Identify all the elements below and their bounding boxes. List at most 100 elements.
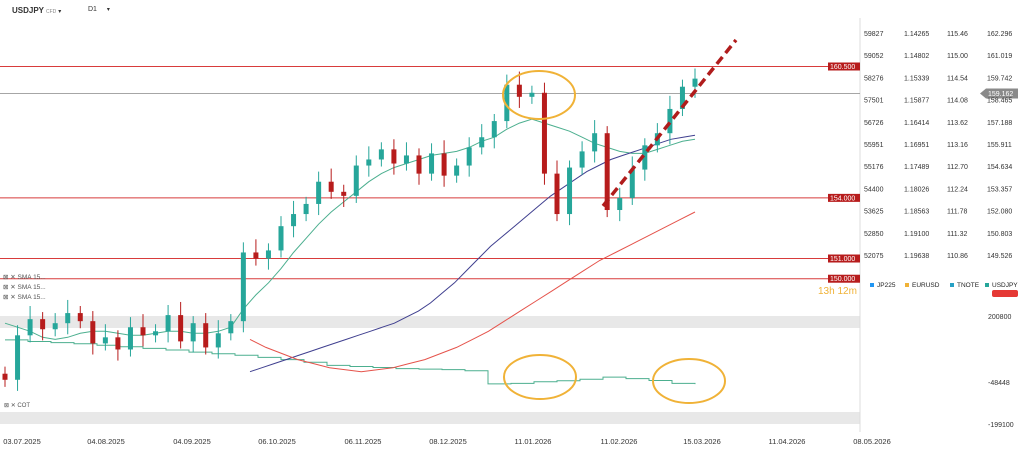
- candle-body: [102, 337, 108, 344]
- candle-body: [366, 159, 372, 166]
- axis-tick-eurusd: 1.14265: [904, 31, 929, 38]
- candle-body: [353, 165, 359, 196]
- legend-jp225[interactable]: JP225: [870, 282, 895, 289]
- interval-label: D1: [88, 6, 97, 13]
- indicator-name: SMA: [17, 294, 32, 301]
- axis-tick-jp225: 59052: [864, 53, 884, 60]
- axis-tick-eurusd: 1.16414: [904, 120, 929, 127]
- price-level-tag: [828, 274, 860, 283]
- candle-body: [491, 121, 497, 138]
- indicator-sma-20[interactable]: ⊠ ✕ SMA 15...: [3, 273, 46, 281]
- axis-tick-usdjpy: 157.188: [987, 120, 1012, 127]
- cot-band-top: [0, 316, 860, 328]
- bar-countdown: 13h 12m: [818, 286, 857, 297]
- x-axis-tick: 06.11.2025: [345, 437, 382, 446]
- candle-body: [15, 335, 21, 380]
- candle-body: [316, 181, 322, 204]
- x-axis-tick: 06.10.2025: [258, 437, 296, 446]
- legend-swatch: [905, 283, 909, 288]
- current-price-tag: [980, 88, 1018, 99]
- candle-body: [541, 92, 547, 174]
- candle-body: [403, 155, 409, 164]
- symbol-selector[interactable]: USDJPY CFD ▾: [12, 6, 61, 15]
- current-price-label: 159.162: [988, 91, 1013, 98]
- axis-tick-eurusd: 1.15877: [904, 98, 929, 105]
- candle-body: [178, 315, 184, 342]
- x-axis-tick: 04.09.2025: [173, 437, 211, 446]
- candle-body: [479, 137, 485, 148]
- candle-body: [629, 169, 635, 198]
- x-axis-tick: 08.05.2026: [853, 437, 891, 446]
- axis-tick-eurusd: 1.18026: [904, 186, 929, 193]
- axis-tick-tnote: 115.46: [947, 31, 968, 38]
- legend-tnote[interactable]: TNOTE: [950, 282, 979, 289]
- candle-body: [341, 191, 347, 196]
- axis-tick-jp225: 55176: [864, 164, 884, 171]
- interval-selector[interactable]: D1 ▾: [88, 6, 110, 13]
- axis-tick-tnote: 114.08: [947, 98, 968, 105]
- axis-tick-jp225: 52075: [864, 253, 884, 260]
- candle-body: [215, 333, 221, 348]
- candle-body: [579, 151, 585, 168]
- candle-body: [291, 214, 297, 227]
- candle-body: [253, 252, 259, 259]
- axis-tick-jp225: 58276: [864, 75, 884, 82]
- cot-label: COT: [17, 403, 31, 409]
- close-icon[interactable]: ⊠ ✕: [4, 403, 16, 409]
- axis-tick-tnote: 111.78: [947, 209, 967, 216]
- close-icon[interactable]: ⊠ ✕: [3, 284, 16, 291]
- series-badge[interactable]: [992, 290, 1018, 297]
- candle-body: [127, 327, 133, 350]
- axis-tick-jp225: 56726: [864, 120, 884, 127]
- axis-tick-tnote: 115.00: [947, 53, 968, 60]
- candle-body: [416, 155, 422, 174]
- legend-eurusd[interactable]: EURUSD: [905, 282, 939, 289]
- indicator-sma-50[interactable]: ⊠ ✕ SMA 15...: [3, 283, 46, 291]
- candle-body: [592, 133, 598, 152]
- highlight-ellipse: [503, 354, 577, 400]
- axis-tick-usdjpy: 152.080: [987, 209, 1012, 216]
- axis-tick-eurusd: 1.16951: [904, 142, 929, 149]
- candle-body: [265, 250, 271, 259]
- close-icon[interactable]: ⊠ ✕: [3, 274, 16, 281]
- chevron-down-icon: ▾: [58, 9, 62, 15]
- candle-body: [65, 313, 71, 324]
- cot-axis-tick: -48448: [988, 380, 1010, 387]
- candle-body: [27, 319, 33, 336]
- cot-line: [5, 339, 696, 385]
- price-level-tag: [828, 62, 860, 71]
- axis-tick-tnote: 111.32: [947, 231, 967, 238]
- candle-body: [679, 86, 685, 109]
- axis-tick-jp225: 59827: [864, 31, 884, 38]
- axis-tick-jp225: 57501: [864, 98, 884, 105]
- sma-line-sma-20: [4, 118, 696, 340]
- axis-tick-tnote: 113.16: [947, 142, 968, 149]
- legend-usdjpy[interactable]: USDJPY: [985, 282, 1018, 289]
- candle-body: [115, 337, 121, 350]
- sma-line-sma-50: [249, 134, 696, 373]
- candle-body: [692, 78, 698, 87]
- indicator-value: 15...: [33, 284, 46, 291]
- candle-body: [190, 323, 196, 342]
- candle-body: [240, 252, 246, 322]
- legend-label: JP225: [877, 282, 896, 289]
- axis-tick-tnote: 112.70: [947, 164, 968, 171]
- candle-body: [391, 149, 397, 164]
- candle-body: [504, 84, 510, 122]
- indicator-name: SMA: [17, 274, 32, 281]
- cot-band-bottom: [0, 412, 860, 424]
- axis-tick-eurusd: 1.18563: [904, 209, 929, 216]
- axis-tick-tnote: 114.54: [947, 75, 968, 82]
- candle-body: [567, 167, 573, 215]
- candle-body: [642, 145, 648, 170]
- indicator-sma-200[interactable]: ⊠ ✕ SMA 15...: [3, 293, 46, 301]
- trendline-dashed: [601, 38, 738, 208]
- close-icon[interactable]: ⊠ ✕: [3, 294, 16, 301]
- axis-tick-usdjpy: 155.911: [987, 142, 1012, 149]
- legend-label: TNOTE: [957, 282, 980, 289]
- cot-panel-label[interactable]: ⊠ ✕ COT: [4, 402, 30, 409]
- x-axis-tick: 15.03.2026: [683, 437, 721, 446]
- axis-tick-tnote: 112.24: [947, 186, 968, 193]
- highlight-ellipse: [502, 70, 576, 120]
